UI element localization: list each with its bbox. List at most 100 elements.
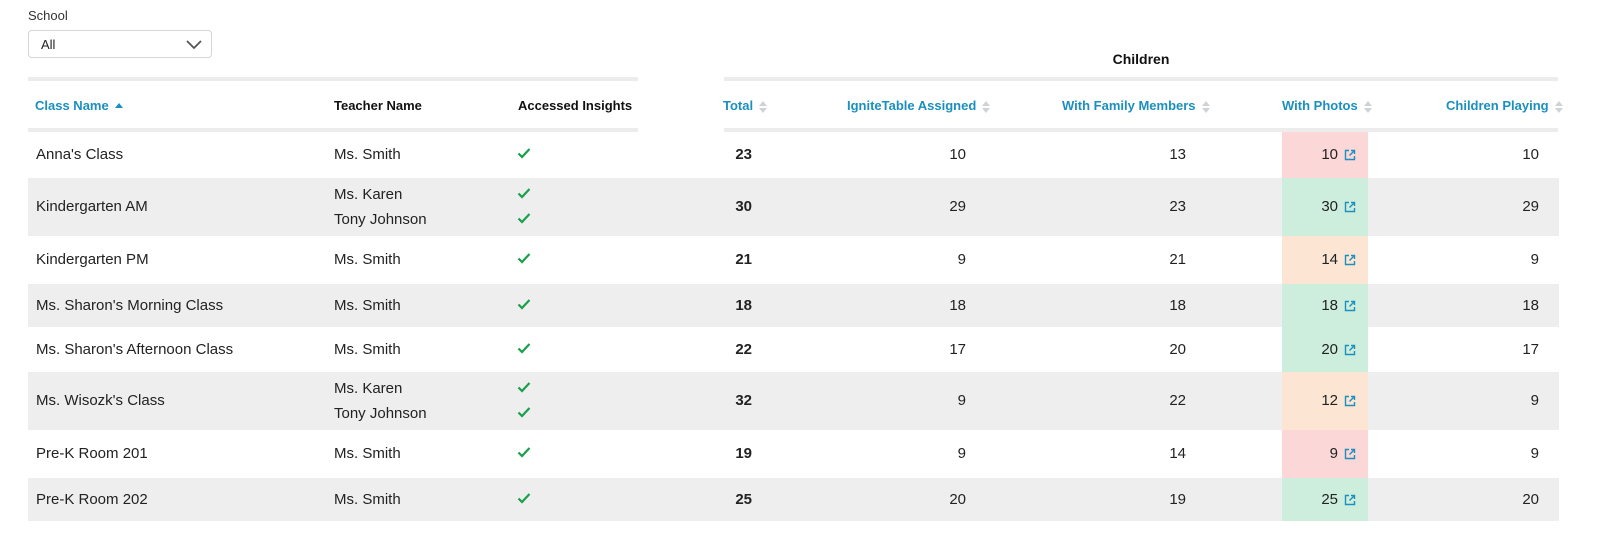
family-members-cell: 19 — [1169, 490, 1186, 508]
school-select[interactable]: All — [28, 30, 212, 58]
with-photos-value: 12 — [1321, 392, 1338, 409]
total-cell: 25 — [735, 490, 752, 508]
external-link-icon[interactable] — [1344, 448, 1356, 460]
table-row: Kindergarten AM Ms. Karen Tony Johnson 30 29… — [28, 178, 1559, 236]
teacher-name-cell: Ms. Smith — [334, 445, 401, 462]
total-cell: 22 — [735, 340, 752, 358]
family-members-cell: 13 — [1169, 146, 1186, 163]
column-header-with-photos[interactable]: With Photos — [1282, 98, 1372, 114]
header-bottom-divider-left — [28, 128, 638, 132]
with-photos-cell[interactable]: 20 — [1282, 327, 1368, 372]
check-icon — [517, 492, 531, 504]
table-row: Pre-K Room 202 Ms. Smith 25 20 19 25 20 — [28, 478, 1559, 521]
family-members-cell: 18 — [1169, 296, 1186, 314]
column-header-accessed-insights: Accessed Insights — [518, 98, 633, 113]
total-cell: 18 — [735, 296, 752, 314]
ignite-assigned-cell: 20 — [949, 490, 966, 508]
family-members-cell: 14 — [1169, 445, 1186, 462]
total-cell: 19 — [735, 445, 752, 462]
ignite-assigned-cell: 18 — [949, 296, 966, 314]
with-photos-cell[interactable]: 25 — [1282, 478, 1368, 521]
column-header-teacher-name: Teacher Name — [334, 98, 422, 113]
header-divider-right — [724, 77, 1558, 81]
check-icon — [517, 406, 531, 418]
teacher-name-cell: Ms. Smith — [334, 251, 401, 268]
external-link-icon[interactable] — [1344, 300, 1356, 312]
column-header-total[interactable]: Total — [723, 98, 768, 114]
family-members-cell: 21 — [1169, 251, 1186, 268]
column-header-ignite-assigned[interactable]: IgniteTable Assigned — [847, 98, 991, 114]
external-link-icon[interactable] — [1344, 344, 1356, 356]
table-row: Ms. Sharon's Morning Class Ms. Smith 18 18 1… — [28, 284, 1559, 327]
total-cell: 30 — [735, 198, 752, 215]
ignite-assigned-cell: 17 — [949, 340, 966, 358]
class-name-cell: Anna's Class — [36, 146, 124, 163]
sort-icon — [1201, 100, 1210, 114]
children-playing-cell: 9 — [1530, 445, 1539, 462]
ignite-assigned-cell: 9 — [957, 392, 966, 409]
sort-icon — [1554, 100, 1563, 114]
external-link-icon[interactable] — [1344, 149, 1356, 161]
external-link-icon[interactable] — [1344, 201, 1356, 213]
check-icon — [517, 253, 531, 264]
sort-ascending-icon — [114, 100, 123, 114]
ignite-assigned-cell: 29 — [949, 198, 966, 215]
table-row: Ms. Sharon's Afternoon Class Ms. Smith 22 1… — [28, 327, 1559, 372]
teacher-name-cell: Ms. Smith — [334, 490, 401, 508]
children-group-header: Children — [1112, 51, 1170, 67]
with-photos-value: 25 — [1321, 490, 1338, 508]
class-name-cell: Pre-K Room 202 — [36, 490, 148, 508]
chevron-down-icon — [186, 40, 202, 50]
with-photos-cell[interactable]: 9 — [1282, 430, 1368, 478]
with-photos-value: 10 — [1321, 146, 1338, 163]
class-name-cell: Pre-K Room 201 — [36, 445, 148, 462]
with-photos-cell[interactable]: 14 — [1282, 236, 1368, 284]
teacher-name-cell: Ms. Smith — [334, 340, 401, 358]
class-name-cell: Ms. Sharon's Afternoon Class — [36, 340, 234, 358]
teacher-name-cell: Ms. Karen — [334, 379, 403, 397]
external-link-icon[interactable] — [1344, 254, 1356, 266]
with-photos-cell[interactable]: 12 — [1282, 372, 1368, 430]
family-members-cell: 20 — [1169, 340, 1186, 358]
class-name-cell: Kindergarten AM — [36, 198, 148, 215]
external-link-icon[interactable] — [1344, 395, 1356, 407]
class-name-cell: Ms. Sharon's Morning Class — [36, 296, 224, 314]
sort-icon — [759, 100, 768, 114]
with-photos-cell[interactable]: 18 — [1282, 284, 1368, 327]
column-header-family-members[interactable]: With Family Members — [1062, 98, 1210, 114]
column-header-children-playing[interactable]: Children Playing — [1446, 98, 1563, 114]
children-playing-cell: 9 — [1530, 251, 1539, 268]
check-icon — [517, 381, 531, 393]
teacher-name-cell: Tony Johnson — [334, 404, 427, 422]
with-photos-cell[interactable]: 30 — [1282, 178, 1368, 236]
teacher-name-cell: Ms. Karen — [334, 185, 403, 203]
with-photos-value: 20 — [1321, 340, 1338, 358]
with-photos-value: 9 — [1329, 445, 1338, 462]
with-photos-cell[interactable]: 10 — [1282, 132, 1368, 178]
school-filter-label: School — [28, 8, 68, 23]
table-row: Anna's Class Ms. Smith 23 10 13 10 10 — [28, 132, 1559, 178]
column-header-class-name[interactable]: Class Name — [35, 98, 123, 114]
total-cell: 23 — [735, 146, 752, 163]
check-icon — [517, 212, 531, 224]
children-playing-cell: 17 — [1522, 340, 1539, 358]
class-name-cell: Kindergarten PM — [36, 251, 149, 268]
family-members-cell: 22 — [1169, 392, 1186, 409]
children-playing-cell: 29 — [1522, 198, 1539, 215]
teacher-name-cell: Tony Johnson — [334, 210, 427, 228]
check-icon — [517, 187, 531, 199]
check-icon — [517, 148, 531, 159]
teacher-name-cell: Ms. Smith — [334, 146, 401, 163]
table-row: Kindergarten PM Ms. Smith 21 9 21 14 9 — [28, 236, 1559, 284]
header-bottom-divider-right — [724, 128, 1558, 132]
external-link-icon[interactable] — [1344, 494, 1356, 506]
sort-icon — [982, 100, 991, 114]
school-select-value: All — [41, 37, 56, 52]
children-playing-cell: 18 — [1522, 296, 1539, 314]
children-playing-cell: 20 — [1522, 490, 1539, 508]
header-divider-left — [28, 77, 638, 81]
sort-icon — [1363, 100, 1372, 114]
check-icon — [517, 298, 531, 310]
children-playing-cell: 9 — [1530, 392, 1539, 409]
family-members-cell: 23 — [1169, 198, 1186, 215]
